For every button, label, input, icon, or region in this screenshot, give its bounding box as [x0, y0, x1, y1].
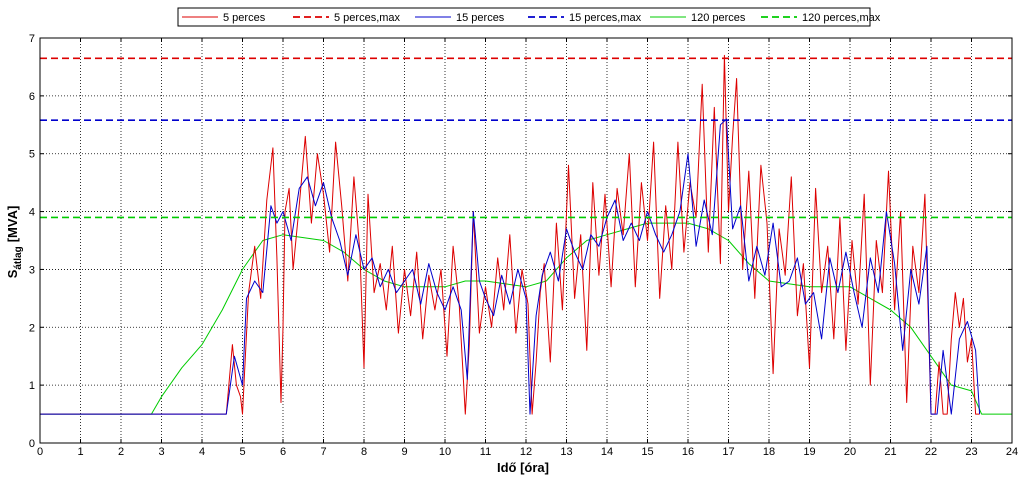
- y-axis-label-unit: [MVA]: [5, 206, 20, 243]
- x-tick-label: 13: [560, 446, 572, 458]
- x-tick-label: 23: [965, 446, 977, 458]
- y-axis-label: Sátlag [MVA]: [5, 206, 24, 279]
- tick-layer: 0 1 2 3 4 5 6 7 8 9 10 11 12 13 14 15 16 17 18 19 20 21 22 23 24…: [29, 33, 1018, 458]
- x-tick-label: 18: [763, 446, 775, 458]
- x-tick-label: 15: [641, 446, 653, 458]
- grid: [40, 38, 1012, 443]
- legend: 5 perces 5 perces,max 15 perces 15 perces,m…: [177, 7, 881, 27]
- series-line-4: [40, 222, 1012, 415]
- x-tick-label: 17: [722, 446, 734, 458]
- x-tick-label: 6: [280, 446, 286, 458]
- x-tick-label: 9: [401, 446, 407, 458]
- y-axis-label-sub: átlag: [13, 246, 24, 269]
- y-tick-label: 7: [29, 33, 35, 45]
- x-axis-label: Idő [óra]: [497, 460, 549, 475]
- series-line-2: [40, 118, 981, 415]
- x-tick-label: 2: [118, 446, 124, 458]
- x-tick-label: 1: [77, 446, 83, 458]
- y-tick-label: 5: [29, 149, 35, 161]
- x-tick-label: 10: [439, 446, 451, 458]
- legend-box: [177, 7, 871, 27]
- y-tick-label: 6: [29, 91, 35, 103]
- legend-label-1: 5 perces,max: [334, 12, 401, 24]
- series-line-0: [40, 54, 980, 415]
- legend-label-0: 5 perces: [223, 12, 266, 24]
- x-tick-label: 20: [844, 446, 856, 458]
- y-axis-label-main: S: [5, 269, 20, 278]
- x-tick-label: 14: [601, 446, 613, 458]
- x-tick-label: 21: [884, 446, 896, 458]
- x-tick-label: 3: [158, 446, 164, 458]
- y-tick-label: 1: [29, 380, 35, 392]
- x-tick-label: 4: [199, 446, 205, 458]
- y-tick-label: 4: [29, 207, 35, 219]
- x-tick-label: 16: [682, 446, 694, 458]
- x-tick-label: 11: [480, 446, 491, 458]
- x-tick-label: 7: [320, 446, 326, 458]
- x-tick-label: 22: [925, 446, 937, 458]
- x-tick-label: 5: [239, 446, 245, 458]
- legend-label-4: 120 perces: [691, 12, 746, 24]
- x-tick-label: 8: [361, 446, 367, 458]
- legend-label-2: 15 perces: [456, 12, 505, 24]
- legend-label-3: 15 perces,max: [569, 12, 642, 24]
- x-tick-label: 19: [803, 446, 815, 458]
- x-tick-label: 12: [520, 446, 532, 458]
- legend-label-5: 120 perces,max: [802, 12, 881, 24]
- y-tick-label: 0: [29, 438, 35, 450]
- y-tick-label: 2: [29, 322, 35, 334]
- series-layer: [40, 54, 1012, 415]
- x-tick-label: 0: [37, 446, 43, 458]
- y-tick-label: 3: [29, 264, 35, 276]
- x-tick-label: 24: [1006, 446, 1018, 458]
